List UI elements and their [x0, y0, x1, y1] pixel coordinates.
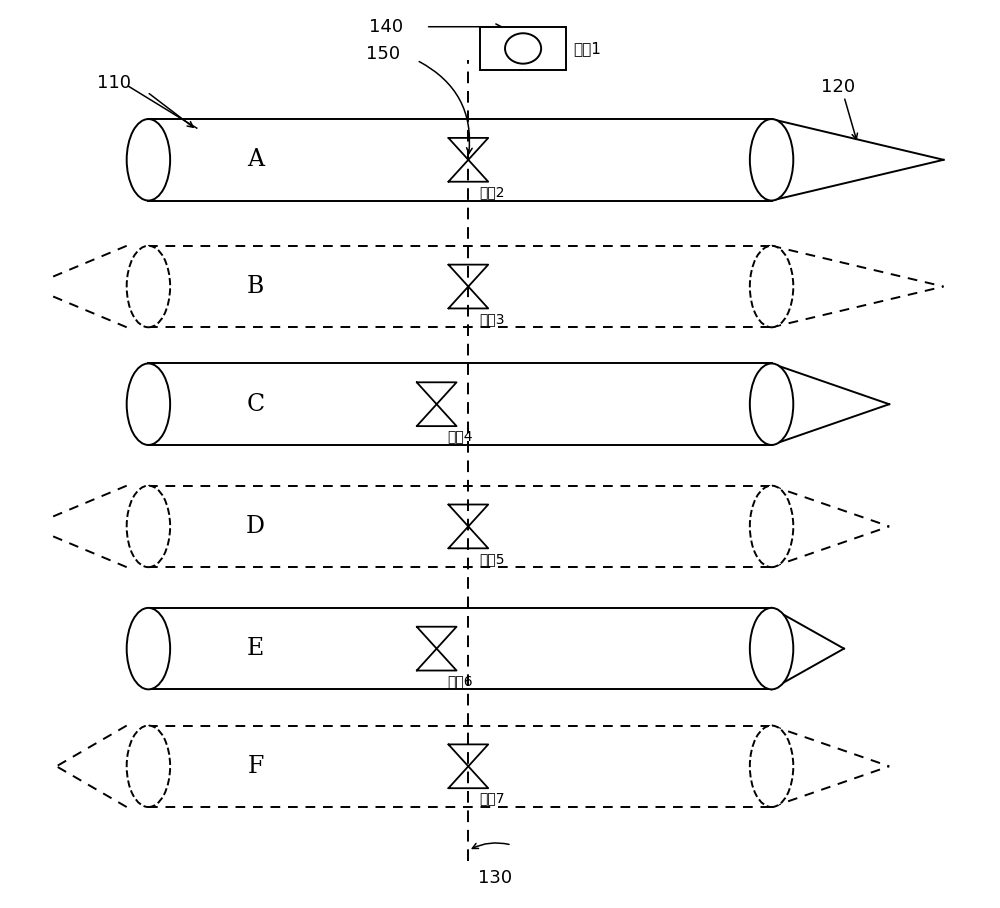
Text: 140: 140: [369, 18, 403, 35]
Ellipse shape: [750, 246, 793, 327]
Bar: [480, 26, 566, 70]
Text: 120: 120: [821, 78, 855, 96]
Ellipse shape: [750, 119, 793, 201]
Text: 节点6: 节点6: [447, 674, 473, 688]
Text: A: A: [247, 148, 264, 172]
Text: E: E: [247, 637, 264, 660]
Text: F: F: [247, 755, 264, 778]
Text: D: D: [246, 515, 265, 538]
Ellipse shape: [750, 607, 793, 689]
Text: 节点1: 节点1: [573, 41, 601, 56]
Ellipse shape: [127, 119, 170, 201]
Text: 节点3: 节点3: [479, 311, 505, 326]
Text: 110: 110: [97, 74, 131, 92]
Text: 130: 130: [478, 869, 513, 886]
Text: C: C: [247, 393, 265, 416]
Ellipse shape: [127, 363, 170, 445]
Ellipse shape: [750, 363, 793, 445]
Ellipse shape: [127, 246, 170, 327]
Text: 节点2: 节点2: [479, 185, 505, 199]
Text: 节点4: 节点4: [447, 429, 473, 444]
Ellipse shape: [127, 486, 170, 568]
Text: 150: 150: [366, 44, 400, 63]
Text: 节点5: 节点5: [479, 552, 505, 566]
Text: B: B: [247, 275, 264, 298]
Ellipse shape: [127, 607, 170, 689]
Text: 节点7: 节点7: [479, 792, 505, 805]
Ellipse shape: [750, 725, 793, 807]
Ellipse shape: [750, 486, 793, 568]
Ellipse shape: [127, 725, 170, 807]
